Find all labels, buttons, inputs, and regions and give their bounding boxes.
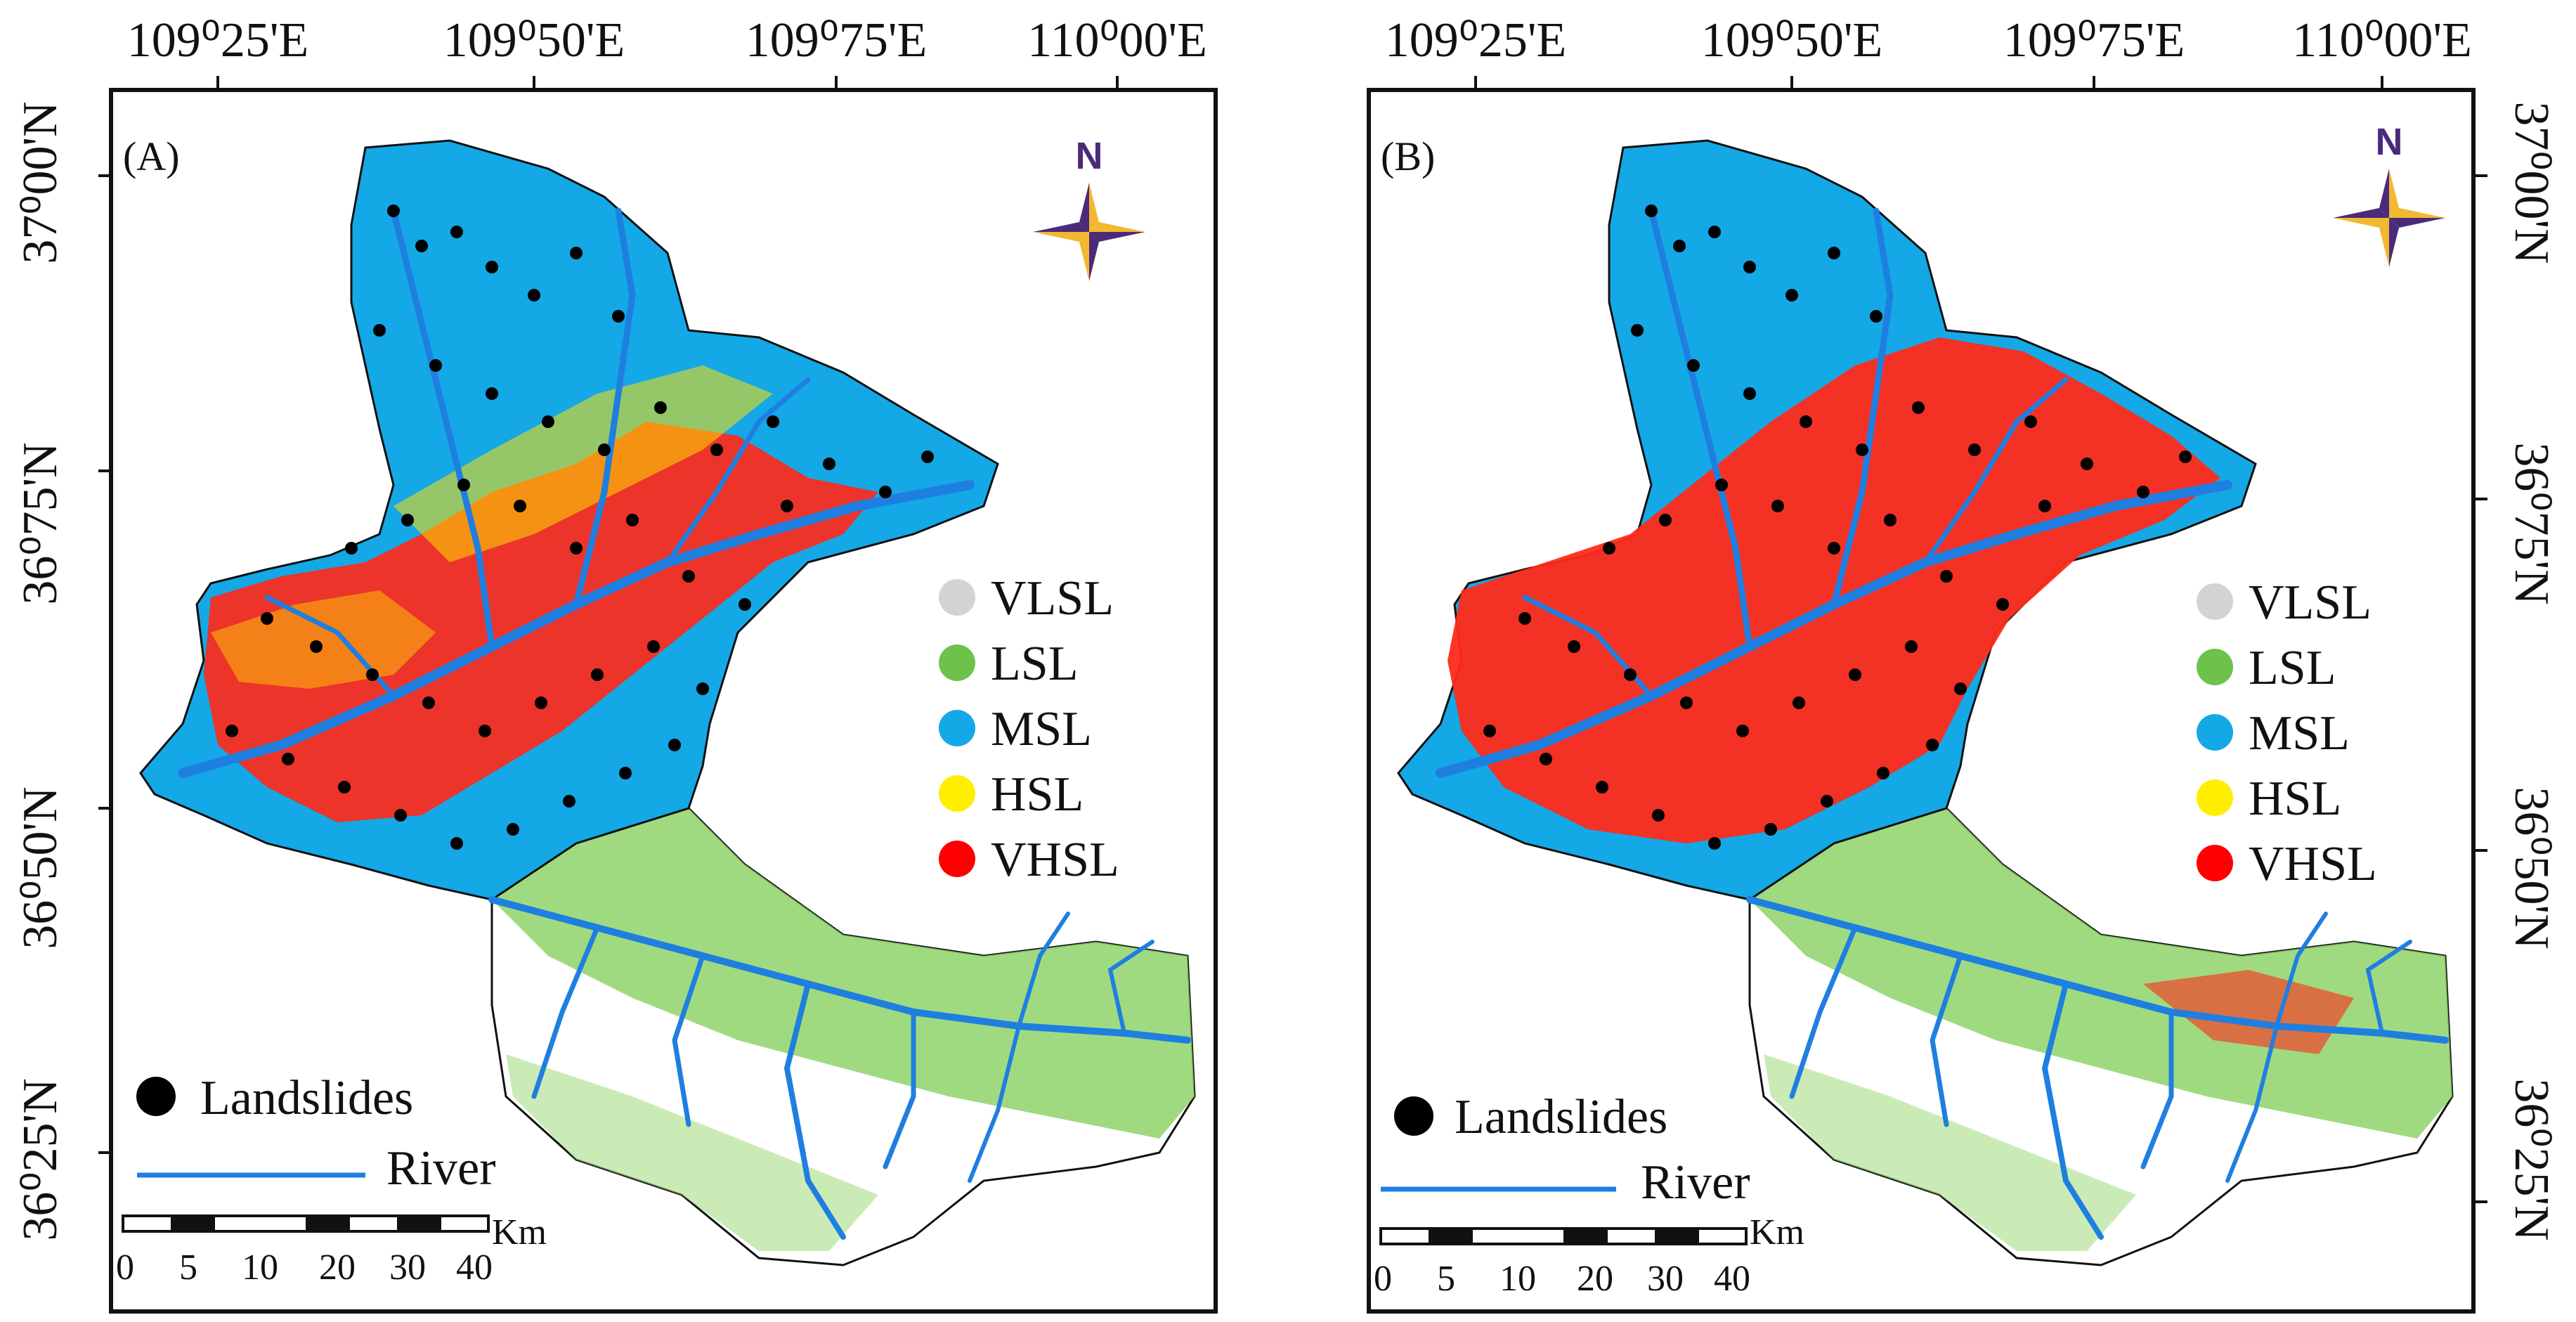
map-panel-a: 109⁰25'E 109⁰50'E 109⁰75'E 110⁰00'E 37⁰0… [13,13,1218,1314]
lon-label-a-4: 110⁰00'E [1027,13,1207,67]
legend-swatch-lsl-a [939,644,975,681]
scale-tick-a-5: 40 [456,1248,493,1288]
lat-label-b-1: 37⁰00'N [2504,101,2558,264]
legend-a: VLSL LSL MSL HSL VHSL Landslides River [136,571,1119,1195]
legend-label-lsl-a: LSL [991,637,1078,691]
scale-tick-b-5: 40 [1714,1259,1750,1299]
susceptibility-map-a [139,139,1196,1266]
scale-tick-b-2: 10 [1500,1259,1536,1299]
landslide-points-a [226,205,934,850]
scale-tick-a-0: 0 [116,1248,134,1288]
legend-label-msl-b: MSL [2249,706,2350,760]
legend-label-vhsl-a: VHSL [991,833,1119,887]
lon-label-b-2: 109⁰50'E [1701,13,1882,67]
legend-label-vhsl-b: VHSL [2249,837,2377,891]
lat-label-b-4: 36⁰25'N [2504,1078,2558,1240]
susceptibility-map-b [1397,139,2454,1266]
lat-label-a-3: 36⁰50'N [13,786,67,949]
north-arrow-b: N [2333,121,2445,267]
legend-swatch-vhsl-b [2197,845,2233,881]
panel-label-b: (B) [1381,134,1435,179]
lat-label-a-1: 37⁰00'N [13,101,67,264]
legend-swatch-hsl-a [939,775,975,812]
svg-text:N: N [1076,135,1103,177]
lat-label-b-3: 36⁰50'N [2504,786,2558,949]
legend-swatch-vlsl-b [2197,583,2233,620]
lon-label-b-1: 109⁰25'E [1385,13,1566,67]
legend-label-river-b: River [1641,1155,1750,1210]
legend-swatch-landslides-a [136,1077,176,1116]
legend-swatch-msl-b [2197,714,2233,751]
scale-bar-a: Km 0 5 10 20 30 40 [116,1212,547,1288]
map-panel-b: 109⁰25'E 109⁰50'E 109⁰75'E 110⁰00'E 37⁰0… [1367,13,2558,1314]
scale-tick-b-1: 5 [1437,1259,1455,1299]
legend-swatch-lsl-b [2197,649,2233,685]
scale-tick-a-2: 10 [242,1248,278,1288]
north-arrow-a: N [1033,135,1145,281]
legend-swatch-vhsl-a [939,841,975,877]
panel-label-a: (A) [123,134,180,179]
scale-unit-b: Km [1750,1212,1804,1252]
legend-label-river-a: River [386,1141,496,1195]
scale-tick-b-4: 30 [1647,1259,1684,1299]
legend-label-msl-a: MSL [991,702,1092,756]
landslide-points-b [1483,205,2192,850]
scale-tick-b-0: 0 [1374,1259,1392,1299]
lat-label-a-2: 36⁰75'N [13,442,67,604]
lon-label-b-3: 109⁰75'E [2003,13,2185,67]
scale-tick-a-3: 20 [319,1248,356,1288]
legend-swatch-vlsl-a [939,579,975,616]
lon-label-a-2: 109⁰50'E [443,13,625,67]
legend-label-landslides-b: Landslides [1455,1090,1667,1144]
legend-label-vlsl-b: VLSL [2249,576,2372,630]
lat-label-b-2: 36⁰75'N [2504,442,2558,604]
legend-swatch-hsl-b [2197,779,2233,816]
scale-unit-a: Km [492,1212,547,1252]
legend-label-landslides-a: Landslides [200,1071,413,1125]
legend-label-vlsl-a: VLSL [991,571,1114,626]
lon-label-a-1: 109⁰25'E [127,13,308,67]
lon-label-b-4: 110⁰00'E [2292,13,2472,67]
legend-label-hsl-b: HSL [2249,772,2341,826]
scale-tick-b-3: 20 [1577,1259,1613,1299]
scale-tick-a-4: 30 [389,1248,426,1288]
legend-label-hsl-a: HSL [991,767,1084,822]
legend-swatch-msl-a [939,710,975,746]
legend-swatch-landslides-b [1394,1096,1433,1136]
river-network-b [1436,207,2449,1240]
legend-b: VLSL LSL MSL HSL VHSL Landslides River [1381,576,2377,1210]
svg-text:N: N [2376,121,2403,163]
scale-bar-b: Km 0 5 10 20 30 40 [1374,1212,1804,1299]
scale-tick-a-1: 5 [179,1248,197,1288]
lat-label-a-4: 36⁰25'N [13,1078,67,1240]
lon-label-a-3: 109⁰75'E [746,13,927,67]
legend-label-lsl-b: LSL [2249,641,2336,695]
